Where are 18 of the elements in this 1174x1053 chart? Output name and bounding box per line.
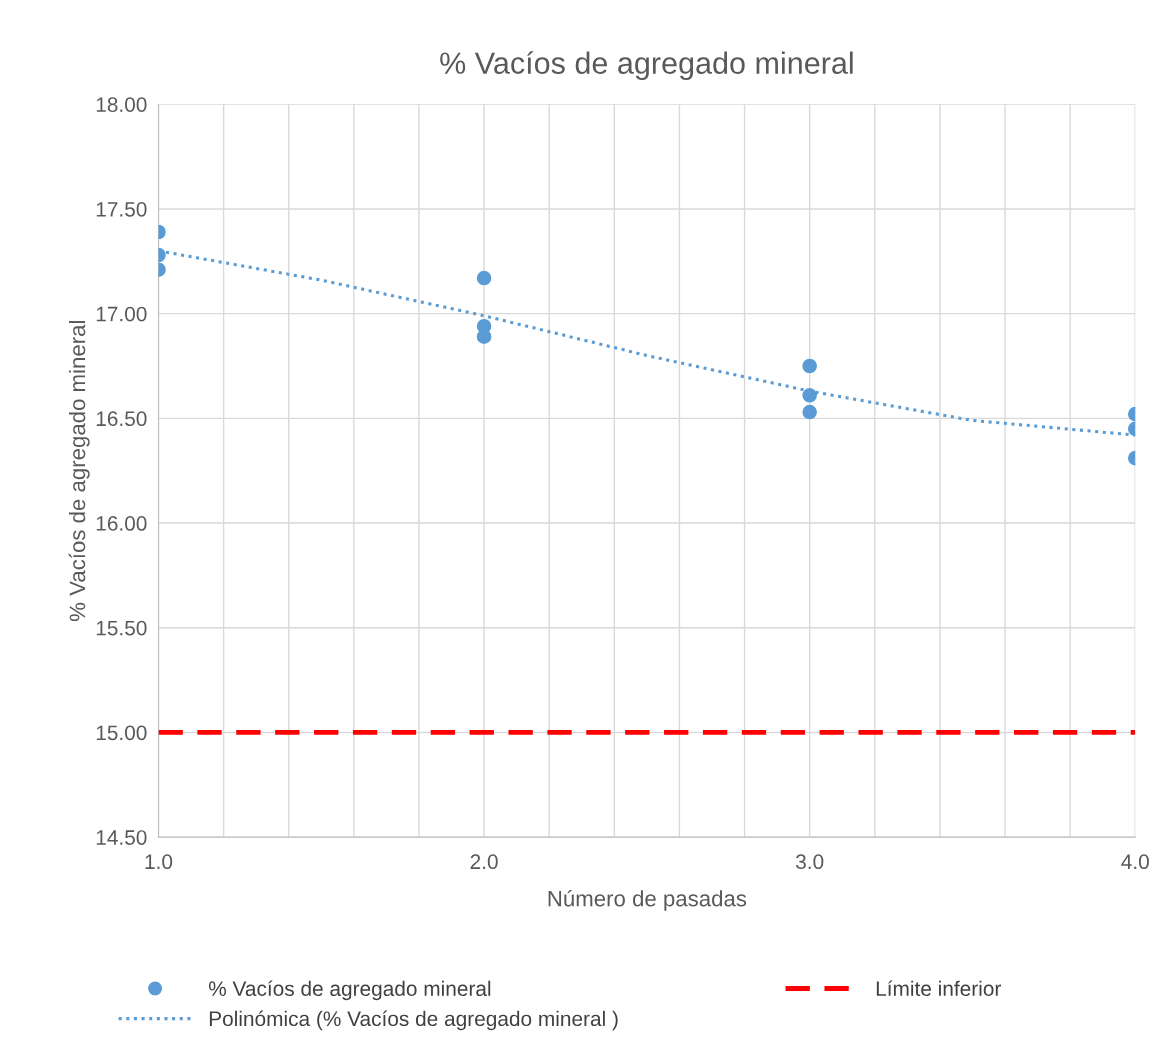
y-tick-label: 18.00 bbox=[96, 97, 147, 112]
y-tick-label: 15.00 bbox=[96, 725, 147, 741]
y-tick-label: 17.50 bbox=[96, 201, 147, 217]
x-tick-label: 1.0 bbox=[145, 854, 173, 870]
x-tick-label: 4.0 bbox=[1121, 854, 1149, 870]
y-tick-label: 16.50 bbox=[96, 411, 147, 427]
x-tick-label: 3.0 bbox=[795, 854, 824, 870]
x-tick-label: 2.0 bbox=[470, 854, 498, 870]
y-tick-label: 15.50 bbox=[96, 620, 147, 636]
legend-label: Límite inferior bbox=[876, 980, 1001, 997]
y-tick-label: 16.00 bbox=[96, 516, 147, 531]
y-tick-label: 17.00 bbox=[96, 306, 147, 322]
chart-title: % Vacíos de agregado mineral bbox=[440, 51, 853, 81]
y-axis-title: % Vacíos de agregado mineral bbox=[68, 321, 90, 622]
legend-label: Polinómica (% Vacíos de agregado mineral ) bbox=[209, 1010, 618, 1031]
x-axis-title: Número de pasadas bbox=[548, 889, 747, 911]
y-tick-label: 14.50 bbox=[96, 830, 147, 845]
legend-label: % Vacíos de agregado mineral bbox=[208, 980, 491, 1001]
